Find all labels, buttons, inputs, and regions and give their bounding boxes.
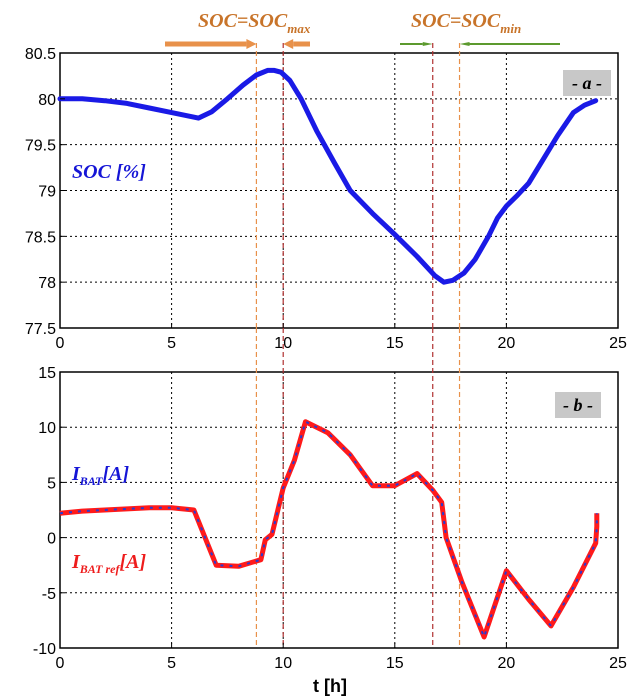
x-tick-label: 25 [609, 335, 627, 352]
soc-min-base: SOC=SOC [411, 10, 501, 32]
y-tick-label: -10 [33, 641, 56, 658]
y-tick-label: 79.5 [25, 138, 56, 155]
x-tick-label: 25 [609, 655, 627, 672]
ibat-label-sub: BAT [79, 474, 103, 488]
svg-text:SOC=SOCmin: SOC=SOCmin [411, 10, 521, 36]
ibat-ref-label-suffix: [A] [119, 551, 146, 573]
arrow-soc-min-right [460, 42, 560, 46]
x-tick-label: 15 [386, 655, 404, 672]
y-tick-label: 10 [38, 420, 56, 437]
x-tick-label: 20 [498, 655, 516, 672]
y-tick-label: 15 [38, 365, 56, 382]
panel-b-tag: - b - [563, 395, 593, 415]
y-tick-label: 79 [38, 184, 56, 201]
y-tick-label: 80 [38, 92, 56, 109]
x-tick-label: 15 [386, 335, 404, 352]
x-tick-label: 5 [167, 655, 176, 672]
soc-max-base: SOC=SOC [198, 10, 288, 32]
x-tick-label: 10 [274, 655, 292, 672]
y-tick-label: 77.5 [25, 321, 56, 338]
annotation-soc-min: SOC=SOCmin [411, 10, 521, 36]
arrow-soc-max-left [165, 39, 256, 49]
y-tick-label: 80.5 [25, 46, 56, 63]
y-tick-label: 5 [47, 475, 56, 492]
annotation-arrows [165, 39, 560, 49]
x-tick-label: 5 [167, 335, 176, 352]
ibat-label-suffix: [A] [102, 463, 129, 485]
ibat-ref-label-sub: BAT ref [79, 562, 121, 576]
svg-text:SOC=SOCmax: SOC=SOCmax [198, 10, 311, 36]
y-tick-label: 78.5 [25, 229, 56, 246]
arrow-soc-max-right [283, 39, 310, 49]
y-tick-label: -5 [42, 586, 56, 603]
x-axis-label: t [h] [313, 676, 347, 696]
x-tick-label: 0 [56, 655, 65, 672]
panel-a-tag: - a - [572, 73, 602, 93]
x-tick-label: 20 [498, 335, 516, 352]
soc-series-label: SOC [%] [72, 161, 146, 183]
soc-min-sub: min [500, 21, 521, 36]
y-tick-label: 0 [47, 531, 56, 548]
soc-max-sub: max [287, 21, 311, 36]
arrow-soc-min-left [400, 42, 433, 46]
x-tick-label: 0 [56, 335, 65, 352]
panel-a-frame [60, 53, 618, 328]
annotation-soc-max: SOC=SOCmax [198, 10, 311, 36]
y-tick-label: 78 [38, 275, 56, 292]
